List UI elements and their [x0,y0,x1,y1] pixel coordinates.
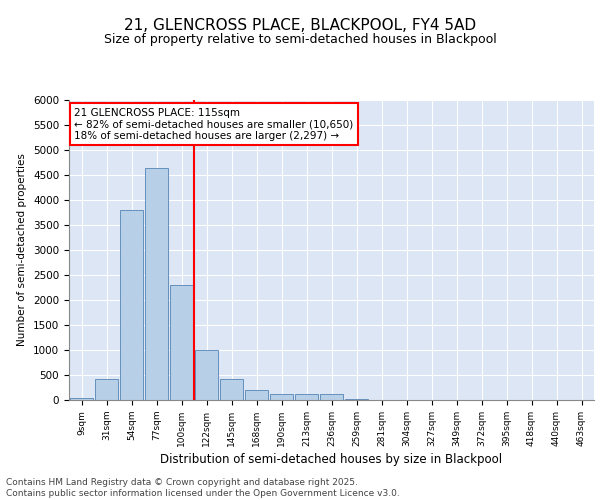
Text: 21, GLENCROSS PLACE, BLACKPOOL, FY4 5AD: 21, GLENCROSS PLACE, BLACKPOOL, FY4 5AD [124,18,476,32]
Bar [70,398,94,400]
Text: Size of property relative to semi-detached houses in Blackpool: Size of property relative to semi-detach… [104,32,496,46]
Bar [119,210,143,400]
Bar [269,394,293,400]
Bar [194,350,218,400]
Bar [95,378,118,400]
Y-axis label: Number of semi-detached properties: Number of semi-detached properties [17,154,28,346]
Bar [145,168,169,400]
Bar [245,390,268,400]
X-axis label: Distribution of semi-detached houses by size in Blackpool: Distribution of semi-detached houses by … [160,453,503,466]
Bar [320,394,343,400]
Text: Contains HM Land Registry data © Crown copyright and database right 2025.
Contai: Contains HM Land Registry data © Crown c… [6,478,400,498]
Bar [170,285,193,400]
Bar [344,398,368,400]
Bar [295,394,319,400]
Text: 21 GLENCROSS PLACE: 115sqm
← 82% of semi-detached houses are smaller (10,650)
18: 21 GLENCROSS PLACE: 115sqm ← 82% of semi… [74,108,353,140]
Bar [220,378,244,400]
